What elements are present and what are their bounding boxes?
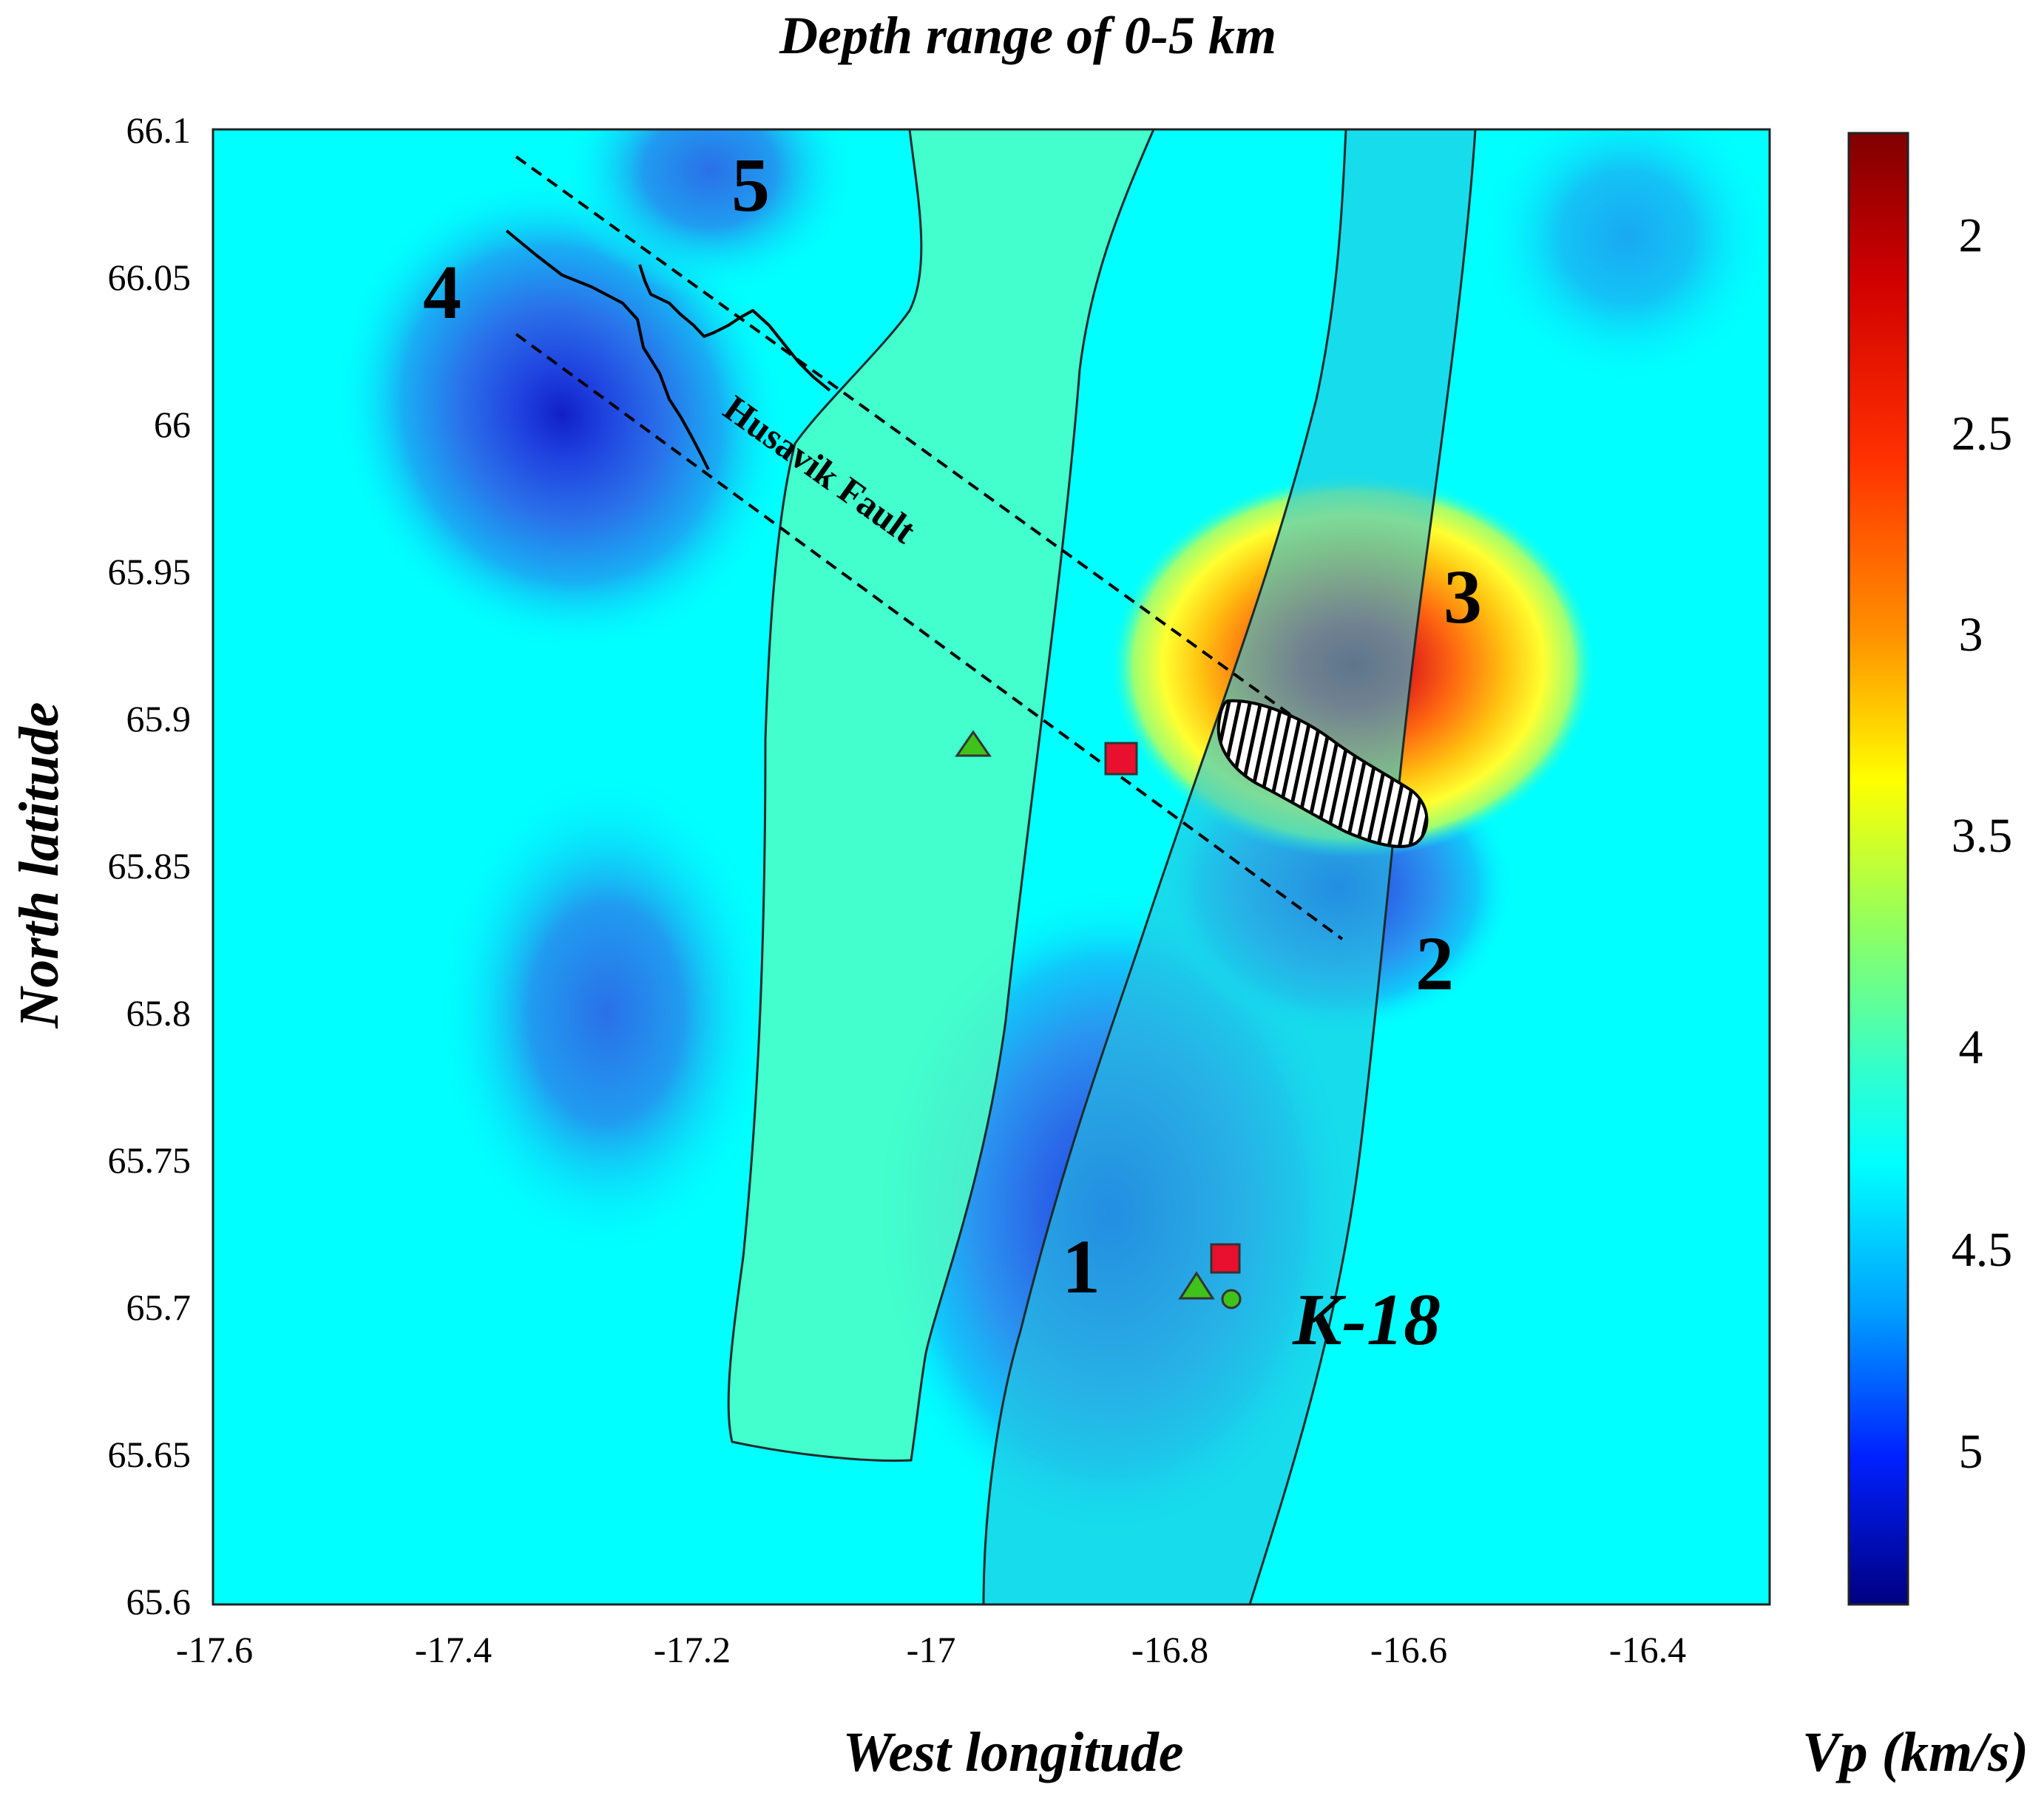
- anomaly-field-northeast: [1479, 129, 1770, 384]
- x-tick-label: -16.4: [1609, 1629, 1686, 1670]
- y-tick-label: 66.1: [126, 109, 192, 151]
- colorbar-tick-label: 4.5: [1952, 1223, 2013, 1277]
- x-tick-label: -17.4: [415, 1629, 492, 1670]
- y-tick-label: 65.9: [126, 698, 192, 739]
- husavik-fault-traces: [515, 155, 1362, 940]
- y-tick-label: 65.85: [108, 845, 192, 887]
- square-marker-south: [1210, 1243, 1241, 1274]
- anomaly-label-3: 3: [1444, 555, 1482, 640]
- plot-frame: [211, 128, 1771, 1606]
- anomaly-field-west-low: [436, 769, 776, 1257]
- hatched-zone: [1216, 699, 1429, 848]
- x-tick-label: -17.2: [654, 1629, 731, 1670]
- y-tick-label: 65.8: [126, 992, 192, 1034]
- anomaly-field-5: [562, 129, 858, 296]
- colorbar-title: Vp (km/s): [1802, 1721, 2028, 1783]
- anomaly-labels: 1 2 3 4 5: [423, 143, 1482, 1309]
- coastline: [505, 229, 831, 470]
- colorbar-tick-label: 4: [1959, 1020, 1983, 1074]
- zone-label-k18: K-18: [1292, 1278, 1441, 1360]
- y-tick-label: 65.7: [126, 1287, 192, 1328]
- y-tick-label: 66: [154, 404, 191, 445]
- anomaly-label-5: 5: [731, 143, 770, 228]
- circle-marker-south: [1221, 1289, 1242, 1309]
- triangle-marker-north: [955, 730, 992, 757]
- anomaly-label-1: 1: [1062, 1224, 1100, 1309]
- plot-area: 1 2 3 4 5 Husavik Fault K-18: [213, 129, 1770, 1604]
- coastline-east: [638, 264, 831, 392]
- anomaly-label-2: 2: [1415, 921, 1454, 1006]
- colorbar-tick-label: 3.5: [1952, 809, 2013, 863]
- coastline-west: [505, 229, 710, 470]
- square-marker-north: [1104, 742, 1138, 776]
- y-tick-label: 65.95: [108, 551, 192, 592]
- y-axis-title: North latitude: [8, 702, 70, 1028]
- y-tick-label: 65.65: [108, 1434, 192, 1475]
- colorbar-ticks: 2 2.5 3 3.5 4 4.5 5: [1952, 209, 2013, 1479]
- y-tick-label: 66.05: [108, 257, 192, 298]
- x-axis-title: West longitude: [843, 1721, 1184, 1783]
- colorbar-tick-label: 2.5: [1952, 407, 2013, 461]
- western-zone: [727, 129, 1155, 1462]
- anomaly-field-4: [334, 175, 790, 653]
- x-tick-label: -16.6: [1370, 1629, 1447, 1670]
- colorbar: [1847, 132, 1909, 1606]
- y-tick-label: 65.6: [126, 1581, 192, 1622]
- colorbar-tick-label: 3: [1959, 608, 1983, 662]
- y-tick-label: 65.75: [108, 1139, 192, 1181]
- x-tick-label: -17.6: [176, 1629, 253, 1670]
- figure-title: Depth range of 0-5 km: [779, 6, 1276, 65]
- triangle-marker-south: [1178, 1271, 1215, 1300]
- anomaly-label-4: 4: [423, 250, 461, 335]
- x-tick-label: -16.8: [1131, 1629, 1208, 1670]
- k18-zone: [982, 129, 1477, 1604]
- fault-trace-north: [515, 155, 1362, 767]
- x-axis-ticks: -17.6 -17.4 -17.2 -17 -16.8 -16.6 -16.4: [176, 1629, 1686, 1670]
- y-axis-ticks: 66.1 66.05 66 65.95 65.9 65.85 65.8 65.7…: [108, 109, 192, 1622]
- station-markers: [955, 730, 1242, 1309]
- colorbar-tick-label: 5: [1959, 1425, 1983, 1479]
- x-tick-label: -17: [907, 1629, 956, 1670]
- fault-trace-south: [515, 333, 1344, 940]
- colorbar-tick-label: 2: [1959, 209, 1983, 262]
